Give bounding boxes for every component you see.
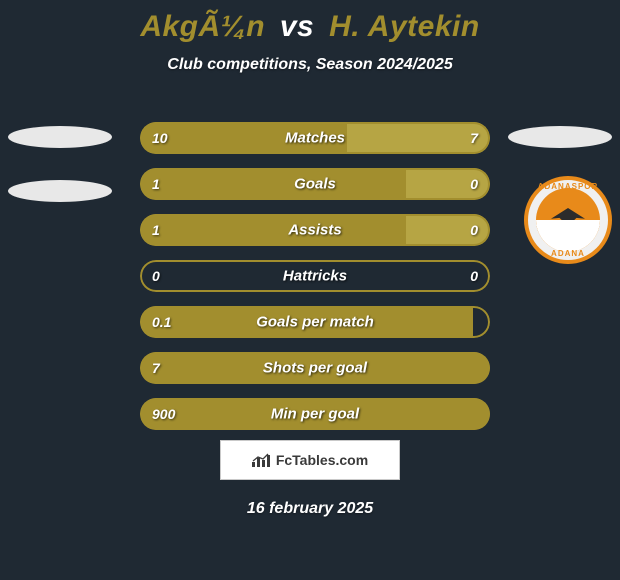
stat-value-left: 1 xyxy=(152,176,160,192)
attribution-box: FcTables.com xyxy=(220,440,400,480)
stat-value-left: 1 xyxy=(152,222,160,238)
date-text: 16 february 2025 xyxy=(0,500,620,518)
club-crest: ADANASPOR ADANA xyxy=(524,176,612,264)
title-row: AkgÃ¼n vs H. Aytekin xyxy=(0,0,620,44)
placeholder-oval-top-right xyxy=(508,126,612,148)
stat-label: Matches xyxy=(285,130,345,147)
stat-row: 1 0 Goals xyxy=(140,168,490,200)
crest-bottom-text: ADANA xyxy=(528,249,608,258)
bar-fill-left xyxy=(140,168,406,200)
stat-label: Goals xyxy=(294,176,336,193)
placeholder-oval-top-left xyxy=(8,126,112,148)
stat-row: 0.1 Goals per match xyxy=(140,306,490,338)
stat-value-right: 0 xyxy=(470,222,478,238)
placeholder-oval-mid-left xyxy=(8,180,112,202)
stat-value-left: 0.1 xyxy=(152,314,171,330)
stat-value-right: 0 xyxy=(470,268,478,284)
stat-value-left: 10 xyxy=(152,130,168,146)
stat-value-right: 7 xyxy=(470,130,478,146)
player2-name: H. Aytekin xyxy=(329,10,480,43)
crest-sun-icon xyxy=(536,220,600,252)
crest-inner xyxy=(536,188,600,252)
stat-row: 900 Min per goal xyxy=(140,398,490,430)
stat-label: Assists xyxy=(288,222,341,239)
attribution-text: FcTables.com xyxy=(276,452,368,468)
stat-value-left: 0 xyxy=(152,268,160,284)
chart-icon xyxy=(252,453,270,467)
stat-label: Hattricks xyxy=(283,268,347,285)
bar-fill-left xyxy=(140,214,406,246)
stat-value-left: 7 xyxy=(152,360,160,376)
stat-label: Goals per match xyxy=(256,314,374,331)
stat-row: 10 7 Matches xyxy=(140,122,490,154)
stat-label: Shots per goal xyxy=(263,360,367,377)
bar-fill-right xyxy=(347,122,491,154)
stat-row: 0 0 Hattricks xyxy=(140,260,490,292)
stat-value-right: 0 xyxy=(470,176,478,192)
stat-row: 7 Shots per goal xyxy=(140,352,490,384)
bars-area: 107Matches10Goals10Assists00Hattricks0.1… xyxy=(140,122,490,444)
comparison-card: AkgÃ¼n vs H. Aytekin Club competitions, … xyxy=(0,0,620,580)
subtitle-text: Club competitions, Season 2024/2025 xyxy=(0,56,620,74)
vs-label: vs xyxy=(280,10,314,43)
stat-value-left: 900 xyxy=(152,406,175,422)
stat-label: Min per goal xyxy=(271,406,359,423)
stat-row: 1 0 Assists xyxy=(140,214,490,246)
player1-name: AkgÃ¼n xyxy=(140,10,265,43)
